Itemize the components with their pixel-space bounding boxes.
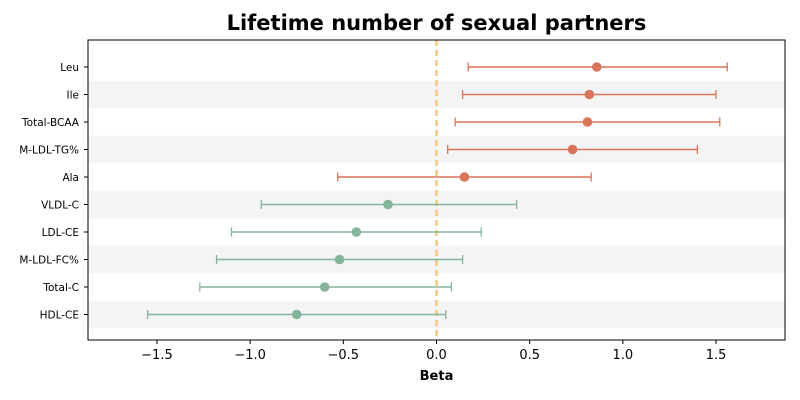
y-tick-label: VLDL-C: [41, 200, 79, 212]
y-tick-label: Total-BCAA: [21, 117, 80, 129]
beta-point: [383, 199, 393, 210]
y-tick-label: M-LDL-TG%: [19, 145, 79, 157]
y-tick-label: Total-C: [42, 282, 79, 294]
estimate-row: [260, 199, 518, 210]
estimate-row: [337, 172, 592, 182]
estimate-row: [447, 144, 699, 155]
y-axis: Leu Ile Total-BCAA M-LDL-TG% Ala VLDL-C LDL-CE…: [19, 62, 88, 322]
estimate-row: [146, 309, 447, 320]
beta-point: [319, 282, 330, 292]
y-tick-label: Leu: [60, 62, 79, 74]
estimate-row: [467, 62, 728, 72]
x-tick-label: −0.5: [328, 348, 360, 363]
x-tick-label: 0.5: [519, 348, 540, 363]
estimate-row: [199, 282, 453, 292]
x-tick-label: 1.5: [706, 348, 727, 363]
x-tick-label: 1.0: [613, 348, 634, 363]
y-tick-label: Ile: [67, 90, 79, 102]
beta-point: [291, 309, 302, 320]
y-tick-label: HDL-CE: [40, 310, 79, 322]
x-tick-label: −1.5: [141, 348, 173, 363]
beta-point: [582, 117, 593, 127]
estimate-row: [461, 89, 717, 100]
beta-point: [567, 144, 578, 155]
y-tick-label: LDL-CE: [42, 227, 79, 239]
estimate-row: [230, 227, 482, 237]
x-tick-label: −1.0: [234, 348, 266, 363]
y-tick-label: Ala: [62, 172, 79, 184]
beta-point: [584, 89, 595, 100]
x-axis-label: Beta: [420, 369, 454, 384]
y-tick-label: M-LDL-FC%: [19, 255, 79, 267]
beta-point: [351, 227, 362, 237]
x-tick-label: 0.0: [426, 348, 447, 363]
chart-title: Lifetime number of sexual partners: [227, 11, 647, 35]
beta-point: [459, 172, 470, 182]
estimate-row: [454, 117, 721, 127]
beta-point: [591, 62, 602, 72]
beta-point: [334, 254, 345, 265]
estimate-row: [215, 254, 464, 265]
estimate-rows: [146, 62, 728, 320]
x-axis: −1.5 −1.0 −0.5 0.0 0.5 1.0 1.5: [141, 340, 726, 363]
